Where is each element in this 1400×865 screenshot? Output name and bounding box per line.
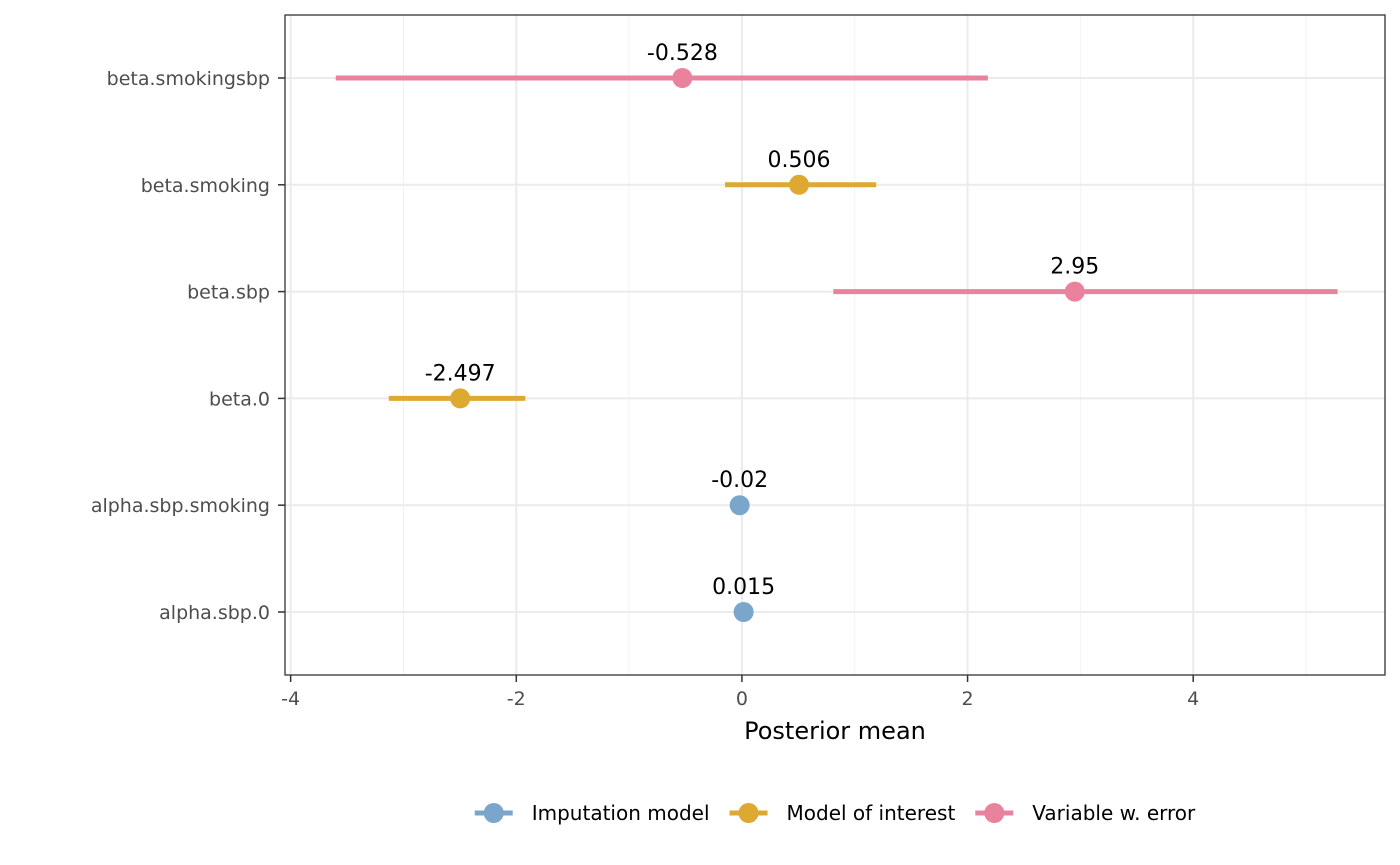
mean-point xyxy=(789,174,810,195)
mean-point xyxy=(450,388,471,409)
x-tick-label: 0 xyxy=(736,688,748,710)
y-tick-label: alpha.sbp.0 xyxy=(159,602,270,624)
x-axis: -4 -2 0 2 4 xyxy=(281,675,1199,710)
mean-value-label: -2.497 xyxy=(425,361,496,386)
plot-panel-border xyxy=(284,14,1386,676)
y-tick-label: alpha.sbp.smoking xyxy=(91,495,270,517)
x-tick-label: -4 xyxy=(281,688,300,710)
mean-value-label: 2.95 xyxy=(1050,255,1099,280)
data-labels: -0.528 0.506 2.95 -2.497 -0.02 0.015 xyxy=(425,41,1099,600)
legend-label: Model of interest xyxy=(787,801,956,825)
y-tick-label: beta.smoking xyxy=(141,175,270,197)
legend: Imputation model Model of interest Variabl… xyxy=(474,801,1196,825)
mean-value-label: 0.506 xyxy=(768,148,831,173)
credible-intervals xyxy=(335,75,1338,401)
x-tick-label: 2 xyxy=(962,688,974,710)
legend-item: Model of interest xyxy=(729,801,956,825)
legend-label: Imputation model xyxy=(532,801,710,825)
mean-point xyxy=(1064,281,1085,302)
x-axis-title: Posterior mean xyxy=(744,717,926,745)
posterior-mean-points xyxy=(450,68,1085,622)
legend-key-point xyxy=(483,803,504,823)
legend-key-point xyxy=(984,803,1005,823)
y-axis: beta.smokingsbp beta.smoking beta.sbp beta.… xyxy=(91,68,285,624)
x-tick-label: 4 xyxy=(1187,688,1199,710)
mean-value-label: -0.528 xyxy=(647,41,718,66)
mean-point xyxy=(729,495,750,516)
x-tick-label: -2 xyxy=(507,688,526,710)
grid-lines xyxy=(285,15,1385,675)
legend-label: Variable w. error xyxy=(1032,801,1196,825)
y-tick-label: beta.smokingsbp xyxy=(107,68,270,90)
legend-key-point xyxy=(738,803,759,823)
y-tick-label: beta.sbp xyxy=(187,282,270,304)
mean-value-label: -0.02 xyxy=(711,468,768,493)
mean-point xyxy=(733,602,754,622)
y-tick-label: beta.0 xyxy=(209,388,270,410)
legend-item: Variable w. error xyxy=(975,801,1196,825)
mean-value-label: 0.015 xyxy=(712,575,775,600)
legend-item: Imputation model xyxy=(474,801,710,825)
mean-point xyxy=(672,68,693,88)
